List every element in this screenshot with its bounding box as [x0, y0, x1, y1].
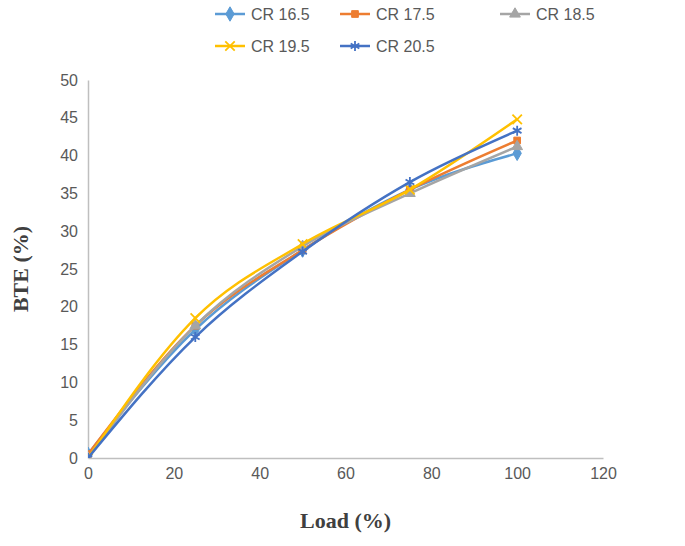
y-tick-label: 40	[60, 147, 78, 164]
x-tick: 40	[251, 458, 269, 482]
y-axis-line	[88, 81, 90, 459]
x-tick-label: 80	[423, 465, 441, 482]
y-tick: 10	[60, 374, 88, 391]
y-tick: 25	[60, 261, 88, 278]
series-marker	[191, 313, 200, 322]
y-tick-label: 5	[69, 412, 78, 429]
legend-marker	[352, 11, 359, 18]
series-marker	[191, 332, 200, 342]
legend-label: CR 20.5	[376, 38, 435, 55]
series-marker	[298, 247, 307, 257]
y-tick: 5	[69, 412, 88, 429]
legend-label: CR 16.5	[251, 6, 310, 23]
x-tick-label: 0	[84, 465, 93, 482]
legend-item: CR 20.5	[340, 38, 435, 55]
x-tick-label: 60	[337, 465, 355, 482]
legend-label: CR 17.5	[376, 6, 435, 23]
y-tick: 45	[60, 109, 88, 126]
legend-item: CR 16.5	[215, 6, 310, 23]
y-tick-label: 20	[60, 298, 78, 315]
series-line	[88, 153, 517, 454]
series-marker	[88, 453, 92, 458]
x-axis-title: Load (%)	[300, 508, 391, 533]
legend-item: CR 19.5	[215, 38, 310, 55]
x-tick-label: 40	[251, 465, 269, 482]
legend-marker	[510, 8, 521, 17]
legend-label: CR 19.5	[251, 38, 310, 55]
series-marker	[406, 177, 415, 187]
y-tick-label: 50	[60, 72, 78, 89]
plot-area: 0 20 40 60 80 100 120 0 5 10 15 20 25 30 35 40 45 50	[60, 72, 617, 483]
y-tick: 30	[60, 223, 88, 240]
y-tick: 40	[60, 147, 88, 164]
legend: CR 16.5 CR 17.5 CR 18.5 CR 19.5 CR 20.5	[215, 6, 595, 55]
series-marker	[513, 126, 522, 136]
x-tick: 0	[84, 458, 93, 482]
x-axis-line	[89, 458, 604, 460]
y-tick: 15	[60, 336, 88, 353]
series-line	[88, 140, 517, 454]
x-tick: 80	[423, 458, 441, 482]
y-axis-title: BTE (%)	[8, 226, 33, 312]
y-tick-label: 25	[60, 261, 78, 278]
series-marker	[512, 115, 521, 124]
x-tick-label: 120	[590, 465, 617, 482]
series-line	[88, 147, 517, 458]
series-line	[88, 131, 517, 458]
series-marker	[512, 140, 523, 149]
legend-marker	[225, 41, 234, 50]
y-tick: 50	[60, 72, 88, 89]
legend-marker	[351, 41, 360, 51]
y-tick-label: 0	[69, 450, 78, 467]
chart: 0 20 40 60 80 100 120 0 5 10 15 20 25 30 35 40 45 50 Load …	[0, 0, 685, 546]
y-tick-label: 15	[60, 336, 78, 353]
y-tick-label: 45	[60, 109, 78, 126]
x-tick: 20	[165, 458, 183, 482]
x-tick: 100	[504, 458, 531, 482]
series-group	[88, 115, 523, 458]
x-tick-label: 100	[504, 465, 531, 482]
x-tick-label: 20	[165, 465, 183, 482]
x-tick: 60	[337, 458, 355, 482]
y-tick-label: 30	[60, 223, 78, 240]
y-axis: 0 5 10 15 20 25 30 35 40 45 50	[60, 72, 88, 467]
y-tick-label: 35	[60, 185, 78, 202]
y-tick: 0	[69, 450, 88, 467]
y-tick: 35	[60, 185, 88, 202]
x-axis: 0 20 40 60 80 100 120	[84, 458, 617, 482]
legend-item: CR 17.5	[340, 6, 435, 23]
legend-item: CR 18.5	[500, 6, 595, 23]
series-line	[88, 119, 517, 458]
y-tick-label: 10	[60, 374, 78, 391]
y-tick: 20	[60, 298, 88, 315]
legend-marker	[226, 7, 234, 21]
legend-label: CR 18.5	[536, 6, 595, 23]
x-tick: 120	[590, 458, 617, 482]
